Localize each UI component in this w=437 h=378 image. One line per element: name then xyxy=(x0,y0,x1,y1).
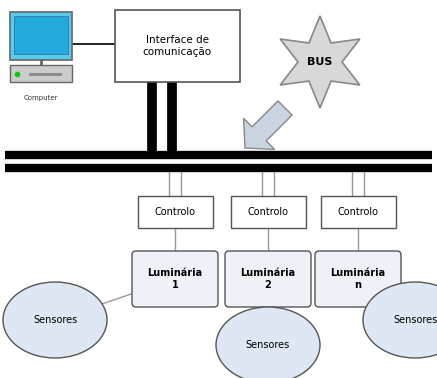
Text: Computer: Computer xyxy=(24,95,58,101)
FancyBboxPatch shape xyxy=(138,196,212,228)
FancyBboxPatch shape xyxy=(225,251,311,307)
Text: Luminária
n: Luminária n xyxy=(330,268,385,290)
Polygon shape xyxy=(280,16,360,108)
FancyBboxPatch shape xyxy=(115,10,240,82)
Text: Luminária
2: Luminária 2 xyxy=(240,268,295,290)
Text: Controlo: Controlo xyxy=(337,207,378,217)
Ellipse shape xyxy=(3,282,107,358)
Text: Interface de
comunicação: Interface de comunicação xyxy=(142,35,212,57)
Text: Sensores: Sensores xyxy=(33,315,77,325)
FancyBboxPatch shape xyxy=(315,251,401,307)
FancyBboxPatch shape xyxy=(230,196,305,228)
FancyBboxPatch shape xyxy=(14,16,68,54)
Text: BUS: BUS xyxy=(307,57,333,67)
FancyBboxPatch shape xyxy=(320,196,395,228)
Text: Sensores: Sensores xyxy=(393,315,437,325)
Text: Luminária
1: Luminária 1 xyxy=(147,268,203,290)
Text: Sensores: Sensores xyxy=(246,340,290,350)
FancyBboxPatch shape xyxy=(132,251,218,307)
Ellipse shape xyxy=(363,282,437,358)
FancyBboxPatch shape xyxy=(10,65,72,82)
Ellipse shape xyxy=(216,307,320,378)
FancyBboxPatch shape xyxy=(10,12,72,60)
Text: Controlo: Controlo xyxy=(247,207,288,217)
Polygon shape xyxy=(243,101,292,149)
Text: Controlo: Controlo xyxy=(155,207,195,217)
